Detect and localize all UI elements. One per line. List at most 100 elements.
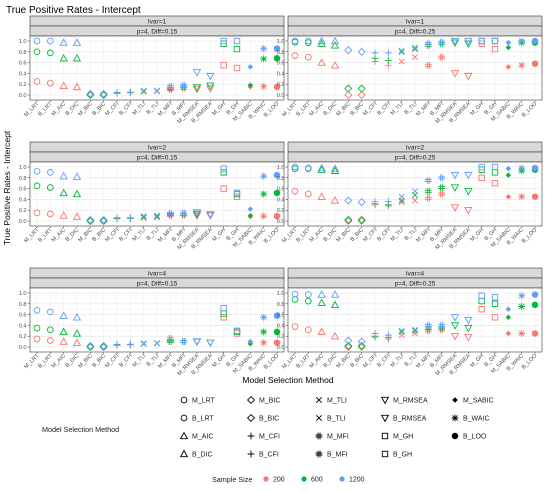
x-tick-label: B_CFI [118,101,134,117]
x-tick-label: M_TLI [132,353,148,369]
data-point [273,339,281,346]
data-point [411,46,419,53]
facet-strip-sub-label: p=4, Diff=0.25 [395,29,436,36]
legend-label: B_CFI [259,452,279,459]
data-point [33,306,41,314]
data-point [491,314,499,321]
data-point [531,291,539,298]
y-axis-label: True Positive Rates - Intercept [2,130,12,245]
legend-key [339,476,345,482]
data-point [424,61,432,69]
data-point [260,212,268,220]
data-point [384,331,392,339]
legend-key [179,431,189,440]
facet-strip-top-label: Ivar=1 [406,19,425,26]
data-point [153,213,161,220]
data-point [86,216,95,226]
data-point [344,336,353,345]
legend-key [451,432,459,440]
data-point [424,322,432,329]
data-point [273,45,281,52]
y-tick-label: 1.0 [277,165,285,171]
data-point [273,312,281,319]
data-point [304,37,312,45]
facet-strip-sub-label: p=4, Diff=0.25 [395,155,436,162]
data-point [233,45,241,53]
data-point [424,327,432,335]
legend-key [315,432,323,440]
data-point [344,84,353,93]
x-tick-label: B_CFI [376,227,392,243]
x-tick-label: M_GH [211,101,227,117]
data-point [72,329,82,337]
x-tick-label: M_BIC [77,353,93,369]
data-point [99,216,108,226]
x-tick-label: M_MFI [157,227,174,244]
data-point [491,45,499,53]
data-point [206,72,215,81]
y-tick-label: 0.6 [277,187,285,193]
data-point [153,87,161,94]
data-point [291,52,299,59]
data-point [317,165,326,173]
data-point [438,322,446,329]
data-point [192,212,202,220]
data-point [384,198,392,205]
legend-key [451,414,459,422]
data-point [72,82,82,91]
legend-label: M_CFI [259,434,280,441]
data-point [153,212,161,219]
x-tick-label: M_CFI [362,101,378,117]
data-point [464,207,473,215]
legend-label: M_RMSEA [393,398,428,405]
x-tick-label: M_BIC [77,227,93,243]
data-point [180,209,188,217]
y-tick-label: 0.2 [277,334,285,340]
data-point [46,49,54,57]
data-point [220,169,227,176]
data-point [424,177,432,184]
data-point [166,211,174,218]
data-point [398,327,405,334]
x-tick-label: M_BIC [335,353,351,369]
legend-label: 600 [311,477,323,484]
data-point [233,327,241,334]
data-point [464,334,473,342]
data-point [153,340,161,347]
legend-label: B_GH [393,452,412,459]
data-point [330,164,340,172]
x-tick-label: M_MFI [415,101,432,118]
data-point [86,90,95,100]
data-point [398,328,405,335]
data-point [220,37,227,45]
data-point [438,324,446,332]
data-point [86,215,95,224]
data-point [99,90,108,100]
data-point [531,330,539,337]
data-point [317,36,326,45]
y-tick-label: 0.6 [19,313,27,319]
data-point [518,292,526,300]
data-point [464,171,473,180]
data-point [46,169,54,176]
data-point [140,214,147,221]
legend-key [180,396,188,404]
data-point [450,314,460,322]
data-point [304,291,312,298]
x-tick-label: M_AIC [309,101,325,117]
data-point [72,189,82,198]
data-point [464,324,473,333]
data-point [371,49,379,57]
data-point [59,53,68,62]
data-point [330,40,340,49]
x-tick-label: B_LOO [521,227,539,245]
data-point [99,215,108,224]
data-point [505,39,512,46]
legend-label: B_LOO [463,434,487,441]
data-point [464,40,473,49]
facet-strip-sub-label: p=4, Diff=0.15 [137,155,178,162]
x-tick-label: M_BIC [335,227,351,243]
data-point [424,194,432,202]
x-tick-label: B_LOO [263,101,281,119]
y-tick-label: 0.8 [19,302,27,308]
